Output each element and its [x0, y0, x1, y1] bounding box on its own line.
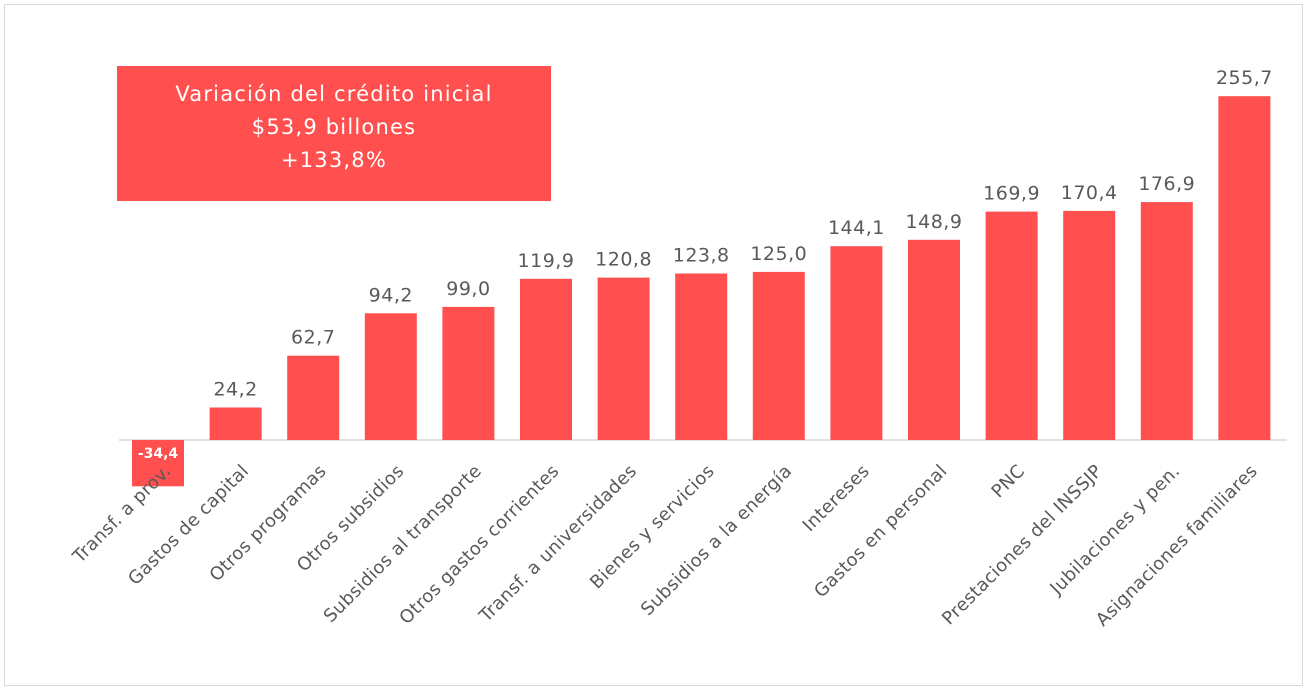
bar-chart: -34,4 24,2 62,7 94,2 99,0 119,9 120,8 123,8 125,… — [68, 67, 1287, 631]
callout-percent: +133,8% — [280, 148, 388, 172]
category-label: Intereses — [799, 461, 874, 536]
category-label: Gastos en personal — [810, 461, 951, 602]
bar-value-label: 148,9 — [906, 211, 963, 233]
bar-value-label: 170,4 — [1061, 182, 1118, 204]
bar-value-label: -34,4 — [138, 446, 179, 462]
bar — [132, 440, 184, 487]
category-label: PNC — [988, 461, 1030, 503]
bar-value-label: 24,2 — [213, 379, 257, 401]
value-labels-group: -34,4 24,2 62,7 94,2 99,0 119,9 120,8 123,8 125,… — [138, 67, 1273, 462]
bar — [597, 277, 650, 440]
bar — [985, 211, 1038, 440]
bar — [287, 355, 340, 440]
bar-value-label: 120,8 — [595, 249, 652, 271]
bar-value-label: 125,0 — [750, 243, 807, 265]
bars-group — [132, 96, 1271, 487]
bar — [520, 278, 572, 440]
bar-value-label: 94,2 — [369, 284, 413, 306]
bar — [442, 306, 495, 440]
bar — [830, 246, 883, 440]
bar-value-label: 169,9 — [983, 183, 1040, 205]
bar-value-label: 99,0 — [446, 278, 490, 300]
category-label: Otros gastos corrientes — [395, 461, 563, 629]
category-label: Transf. a universidades — [475, 461, 641, 627]
bar — [209, 407, 262, 440]
bar — [1140, 202, 1193, 440]
bar — [675, 273, 728, 440]
callout-amount: $53,9 billones — [251, 115, 417, 139]
bar — [752, 271, 805, 440]
category-label: Subsidios a la energía — [637, 461, 796, 620]
category-label: Prestaciones del INSSJP — [938, 461, 1107, 630]
bar — [1218, 96, 1271, 440]
bar-value-label: 144,1 — [828, 217, 885, 239]
category-label: Asignaciones familiares — [1092, 461, 1262, 631]
category-label: Subsidios al transporte — [320, 461, 486, 627]
callout-title: Variación del crédito inicial — [175, 82, 493, 106]
bar — [1063, 210, 1116, 440]
category-label: Jubilaciones y pen. — [1045, 461, 1184, 600]
bar-value-label: 176,9 — [1138, 173, 1195, 195]
bar — [364, 313, 417, 440]
chart-frame: -34,4 24,2 62,7 94,2 99,0 119,9 120,8 123,8 125,… — [4, 4, 1303, 686]
bar — [908, 239, 960, 440]
bar-value-label: 123,8 — [673, 245, 730, 267]
summary-callout-box: Variación del crédito inicial $53,9 bill… — [117, 66, 551, 201]
bar-value-label: 119,9 — [518, 250, 575, 272]
bar-value-label: 62,7 — [291, 327, 335, 349]
bar-value-label: 255,7 — [1216, 67, 1273, 89]
